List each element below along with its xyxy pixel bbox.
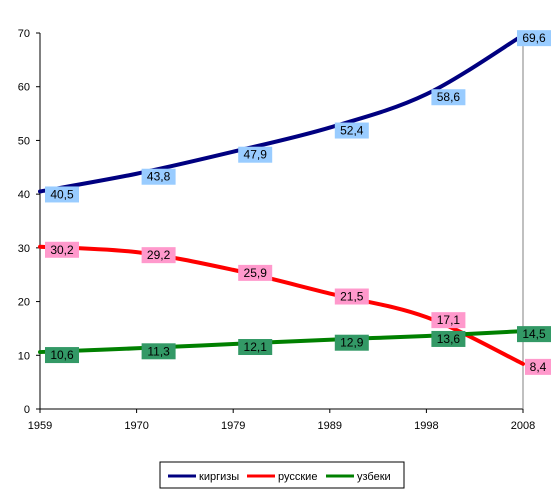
data-label-box xyxy=(431,89,466,106)
data-label-russkie: 29,2 xyxy=(141,247,176,264)
data-label-kirgizy: 47,9 xyxy=(238,146,273,163)
data-label-uzbeki: 14,5 xyxy=(517,326,551,343)
legend-label-russkie: русские xyxy=(278,471,317,483)
data-label-box xyxy=(141,168,176,185)
y-tick-label: 70 xyxy=(18,28,30,40)
y-tick-label: 60 xyxy=(18,82,30,94)
data-label-text: 12,9 xyxy=(340,336,364,350)
data-label-kirgizy: 52,4 xyxy=(334,122,369,139)
data-label-kirgizy: 43,8 xyxy=(141,168,176,185)
y-tick-label: 50 xyxy=(18,135,30,147)
data-label-text: 13,6 xyxy=(437,332,461,346)
plot-frame xyxy=(39,33,524,410)
data-label-russkie: 30,2 xyxy=(45,241,79,258)
x-tick-label: 1979 xyxy=(221,420,245,432)
data-label-box xyxy=(431,312,466,329)
data-label-text: 8,4 xyxy=(530,360,547,374)
data-label-text: 25,9 xyxy=(244,266,268,280)
data-label-text: 29,2 xyxy=(147,248,171,262)
series-line-kirgizy xyxy=(38,33,525,194)
data-label-russkie: 25,9 xyxy=(238,264,273,281)
data-label-russkie: 8,4 xyxy=(525,358,551,375)
data-label-text: 10,6 xyxy=(50,348,74,362)
legend: киргизы русские узбеки xyxy=(159,461,405,489)
data-label-uzbeki: 13,6 xyxy=(431,330,466,347)
data-label-text: 52,4 xyxy=(340,124,364,138)
data-label-box xyxy=(238,264,273,281)
data-label-text: 12,1 xyxy=(244,340,268,354)
y-tick-label: 10 xyxy=(18,350,30,362)
data-label-text: 58,6 xyxy=(437,90,461,104)
data-label-text: 14,5 xyxy=(522,327,546,341)
legend-label-uzbeki: узбеки xyxy=(357,471,391,483)
y-tick-label: 40 xyxy=(18,189,30,201)
data-label-text: 11,3 xyxy=(147,344,170,358)
data-label-text: 43,8 xyxy=(147,170,171,184)
data-label-text: 17,1 xyxy=(437,313,461,327)
data-label-uzbeki: 12,1 xyxy=(238,339,273,356)
data-label-uzbeki: 12,9 xyxy=(334,334,369,351)
data-label-box xyxy=(45,241,79,258)
data-label-box xyxy=(45,186,79,203)
data-label-text: 47,9 xyxy=(244,148,268,162)
x-tick-label: 1998 xyxy=(414,420,438,432)
data-label-box xyxy=(334,122,369,139)
data-label-text: 69,6 xyxy=(522,31,546,45)
y-tick-label: 0 xyxy=(24,404,30,416)
x-tick-label: 1959 xyxy=(28,420,52,432)
data-label-text: 40,5 xyxy=(50,187,74,201)
y-axis-ticks: 0 10 20 30 40 50 60 70 xyxy=(18,28,40,416)
data-label-box xyxy=(525,358,551,375)
legend-label-kirgizy: киргизы xyxy=(199,471,239,483)
y-tick-label: 30 xyxy=(18,243,30,255)
data-label-box xyxy=(141,343,176,360)
legend-box xyxy=(159,461,405,489)
data-label-box xyxy=(141,247,176,264)
data-label-kirgizy: 69,6 xyxy=(517,30,551,47)
data-label-russkie: 17,1 xyxy=(431,312,466,329)
data-labels: 40,5 43,8 47,9 52,4 58,6 69,6 30,2 29,2 25,9 21,5… xyxy=(45,30,551,375)
x-tick-label: 2008 xyxy=(511,420,535,432)
data-label-box xyxy=(517,326,551,343)
x-tick-label: 1970 xyxy=(124,420,148,432)
x-tick-label: 1989 xyxy=(318,420,342,432)
data-label-box xyxy=(431,330,466,347)
data-label-kirgizy: 40,5 xyxy=(45,186,79,203)
data-label-box xyxy=(517,30,551,47)
data-label-box xyxy=(45,347,79,364)
data-label-text: 30,2 xyxy=(50,243,74,257)
data-label-text: 21,5 xyxy=(340,290,364,304)
y-tick-label: 20 xyxy=(18,297,30,309)
data-label-russkie: 21,5 xyxy=(334,288,369,305)
data-label-kirgizy: 58,6 xyxy=(431,89,466,106)
data-label-box xyxy=(238,146,273,163)
x-axis-ticks: 1959 1970 1979 1989 1998 2008 xyxy=(28,409,535,432)
data-label-uzbeki: 10,6 xyxy=(45,347,79,364)
data-label-box xyxy=(238,339,273,356)
data-label-box xyxy=(334,334,369,351)
data-label-box xyxy=(334,288,369,305)
data-label-uzbeki: 11,3 xyxy=(141,343,176,360)
